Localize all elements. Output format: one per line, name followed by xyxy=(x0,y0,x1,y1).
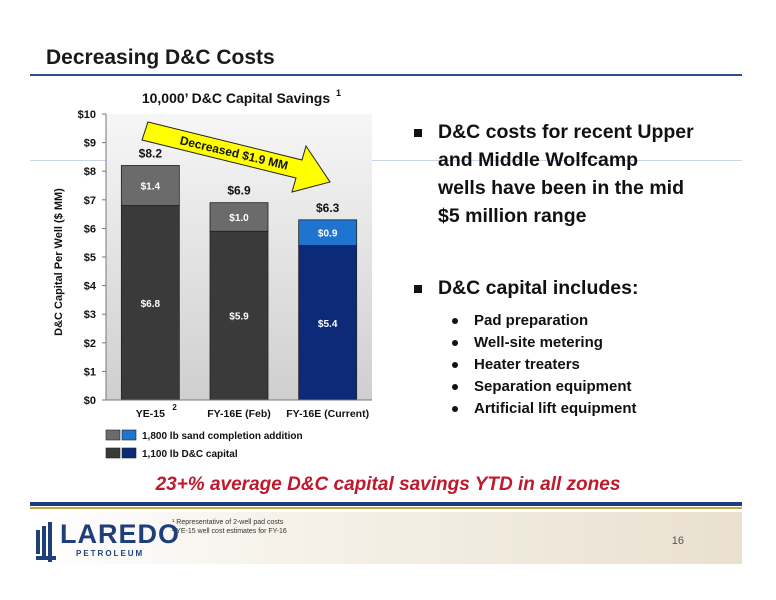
bullet-line: wells have been in the mid xyxy=(438,177,684,199)
x-tick-label: FY-16E (Feb) xyxy=(207,408,271,420)
list-item-label: Artificial lift equipment xyxy=(474,400,637,417)
bar-value-label: $6.8 xyxy=(141,299,161,310)
page-title: Decreasing D&C Costs xyxy=(46,46,275,69)
bullet-line: D&C capital includes: xyxy=(438,277,639,299)
bullet-list: D&C costs for recent Upper and Middle Wo… xyxy=(410,118,750,420)
list-item-label: Heater treaters xyxy=(474,356,580,373)
list-item-label: Pad preparation xyxy=(474,312,589,329)
bar-total-label: $6.3 xyxy=(316,201,340,215)
laredo-logo-icon xyxy=(36,522,56,562)
bullet-dot-icon xyxy=(452,340,458,346)
bar-value-label: $0.9 xyxy=(318,229,338,240)
footer-band xyxy=(30,512,742,564)
savings-highlight: 23+% average D&C capital savings YTD in … xyxy=(155,474,621,495)
capital-includes-list: Pad preparation Well-site metering Heate… xyxy=(410,310,750,420)
x-tick-label: YE-15 xyxy=(136,408,165,420)
list-item: Well-site metering xyxy=(410,332,750,354)
bullet-line: and Middle Wolfcamp xyxy=(438,149,639,171)
legend-swatch xyxy=(121,429,137,441)
list-item: Separation equipment xyxy=(410,376,750,398)
chart-title-footnote-mark: 1 xyxy=(336,88,341,98)
thin-divider xyxy=(30,160,742,161)
bar-value-label: $5.9 xyxy=(229,312,249,323)
bar-segment xyxy=(209,202,269,232)
bar-segment xyxy=(298,219,358,246)
savings-chart: $0 $1 $2 $3 $4 $5 $6 $7 $8 $9 $10 $6.8 $1.4 $8.2 $5.9… xyxy=(53,88,372,460)
bullet-dot-icon xyxy=(452,384,458,390)
y-tick-label: $9 xyxy=(84,138,96,150)
chart-title: 10,000’ D&C Capital Savings xyxy=(142,90,331,106)
bullet-capital-includes: D&C capital includes: xyxy=(410,274,750,302)
bar-segment xyxy=(120,165,180,206)
y-tick-label: $3 xyxy=(84,309,96,321)
y-tick-label: $0 xyxy=(84,395,96,407)
bullet-well-costs: D&C costs for recent Upper and Middle Wo… xyxy=(410,118,750,230)
x-tick-label: FY-16E (Current) xyxy=(286,408,369,420)
bullet-square-icon xyxy=(414,285,422,293)
legend-label: 1,100 lb D&C capital xyxy=(142,449,238,460)
bar-total-label: $8.2 xyxy=(139,146,163,160)
x-tick-footnote-mark: 2 xyxy=(172,403,177,412)
title-divider xyxy=(30,74,742,76)
y-axis-label: D&C Capital Per Well ($ MM) xyxy=(53,188,65,336)
legend-label: 1,800 lb sand completion addition xyxy=(142,431,303,442)
bullet-dot-icon xyxy=(452,318,458,324)
footer-divider xyxy=(30,502,742,506)
decrease-arrow-icon xyxy=(141,121,331,193)
y-tick-label: $2 xyxy=(84,338,96,350)
bullet-line: D&C costs for recent Upper xyxy=(438,121,694,143)
list-item-label: Separation equipment xyxy=(474,378,632,395)
list-item: Artificial lift equipment xyxy=(410,398,750,420)
footnote-1: ¹ Representative of 2-well pad costs xyxy=(172,519,284,526)
y-tick-label: $1 xyxy=(84,366,96,378)
y-tick-label: $8 xyxy=(84,166,96,178)
logo-subtitle: PETROLEUM xyxy=(76,549,145,558)
bar-total-label: $6.9 xyxy=(227,184,251,198)
list-item: Pad preparation xyxy=(410,310,750,332)
page-number: 16 xyxy=(671,535,684,547)
list-item-label: Well-site metering xyxy=(474,334,603,351)
list-item: Heater treaters xyxy=(410,354,750,376)
legend-swatch xyxy=(105,447,121,459)
bullet-line: $5 million range xyxy=(438,205,587,227)
footer-accent-line xyxy=(30,507,742,509)
y-tick-label: $4 xyxy=(84,281,97,293)
footnote-2: ² YE-15 well cost estimates for FY-16 xyxy=(172,528,287,535)
y-tick-label: $7 xyxy=(84,195,96,207)
logo-wordmark: LAREDO xyxy=(60,519,180,549)
bullet-dot-icon xyxy=(452,362,458,368)
legend-swatch xyxy=(105,429,121,441)
y-tick-label: $10 xyxy=(78,109,96,121)
bar-value-label: $1.0 xyxy=(229,213,249,224)
bullet-square-icon xyxy=(414,129,422,137)
y-tick-label: $5 xyxy=(84,252,96,264)
legend-swatch xyxy=(121,447,137,459)
bar-value-label: $5.4 xyxy=(318,319,338,330)
bar-value-label: $1.4 xyxy=(141,182,161,193)
bar-segment xyxy=(120,205,180,401)
bullet-dot-icon xyxy=(452,406,458,412)
y-tick-label: $6 xyxy=(84,223,96,235)
bar-segment xyxy=(298,245,358,401)
